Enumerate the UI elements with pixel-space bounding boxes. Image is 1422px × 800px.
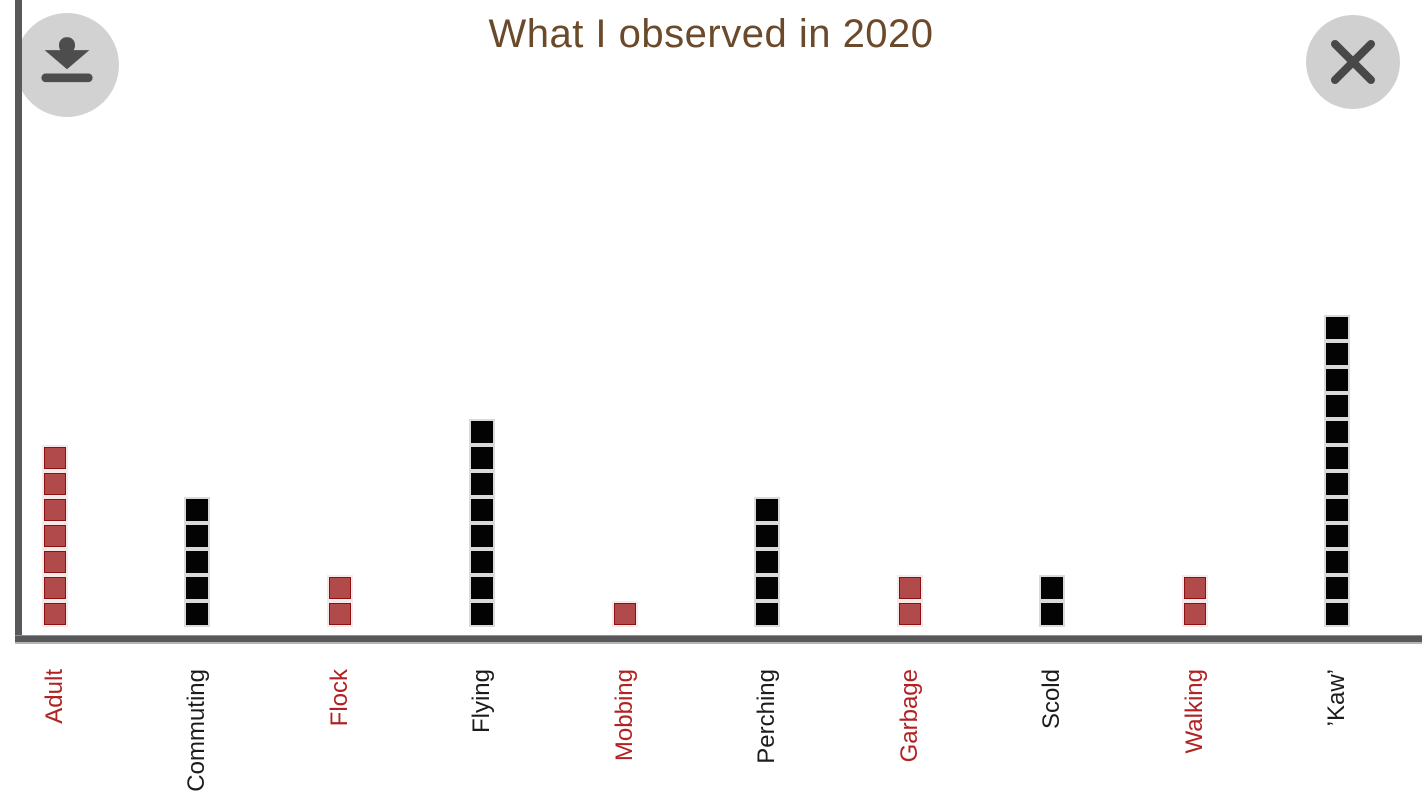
unit-square — [42, 471, 68, 497]
x-tick-label: ’Kaw’ — [1323, 669, 1351, 727]
download-icon — [41, 37, 93, 83]
download-button[interactable] — [15, 13, 119, 117]
unit-square — [469, 549, 496, 575]
unit-square — [469, 575, 496, 601]
unit-square — [896, 601, 923, 627]
unit-square — [1324, 445, 1351, 471]
x-tick-label: Commuting — [183, 669, 211, 792]
unit-square — [1324, 497, 1351, 523]
unit-square — [1181, 601, 1208, 627]
unit-square — [42, 601, 68, 627]
unit-square — [184, 497, 211, 523]
x-tick-label: Adult — [41, 669, 68, 724]
unit-square — [1324, 523, 1351, 549]
unit-square — [1324, 341, 1351, 367]
unit-square — [1181, 575, 1208, 601]
unit-square — [754, 497, 781, 523]
unit-square — [469, 601, 496, 627]
unit-square — [1324, 549, 1351, 575]
unit-square — [1324, 471, 1351, 497]
unit-square — [184, 601, 211, 627]
unit-square — [754, 601, 781, 627]
unit-square — [42, 445, 68, 471]
unit-square — [184, 523, 211, 549]
unit-square — [326, 601, 353, 627]
unit-square — [42, 549, 68, 575]
x-axis-line — [15, 635, 1422, 644]
unit-square — [184, 575, 211, 601]
unit-square — [1324, 601, 1351, 627]
close-button[interactable] — [1306, 15, 1400, 109]
x-tick-label: Perching — [753, 669, 781, 764]
unit-square — [1324, 315, 1351, 341]
unit-square — [896, 575, 923, 601]
unit-square — [42, 497, 68, 523]
y-axis-line — [15, 0, 22, 641]
unit-square — [469, 497, 496, 523]
chart-title: What I observed in 2020 — [488, 12, 934, 56]
unit-square — [469, 419, 496, 445]
unit-square — [1324, 575, 1351, 601]
unit-square — [184, 549, 211, 575]
unit-square — [1324, 419, 1351, 445]
x-tick-label: Scold — [1038, 669, 1066, 730]
x-tick-label: Mobbing — [610, 669, 638, 762]
unit-square — [754, 575, 781, 601]
unit-square — [42, 523, 68, 549]
unit-square — [42, 575, 68, 601]
unit-square — [1324, 393, 1351, 419]
unit-square — [611, 601, 638, 627]
x-tick-label: Walking — [1180, 669, 1208, 754]
x-tick-label: Flying — [468, 669, 496, 734]
x-tick-label: Garbage — [895, 669, 923, 763]
unit-square — [754, 523, 781, 549]
unit-square — [469, 471, 496, 497]
unit-square — [754, 549, 781, 575]
unit-square — [1039, 601, 1066, 627]
unit-square — [1324, 367, 1351, 393]
unit-square — [1039, 575, 1066, 601]
x-tick-label: Flock — [325, 669, 353, 727]
close-icon — [1331, 40, 1375, 84]
unit-square — [326, 575, 353, 601]
unit-square — [469, 523, 496, 549]
unit-square — [469, 445, 496, 471]
